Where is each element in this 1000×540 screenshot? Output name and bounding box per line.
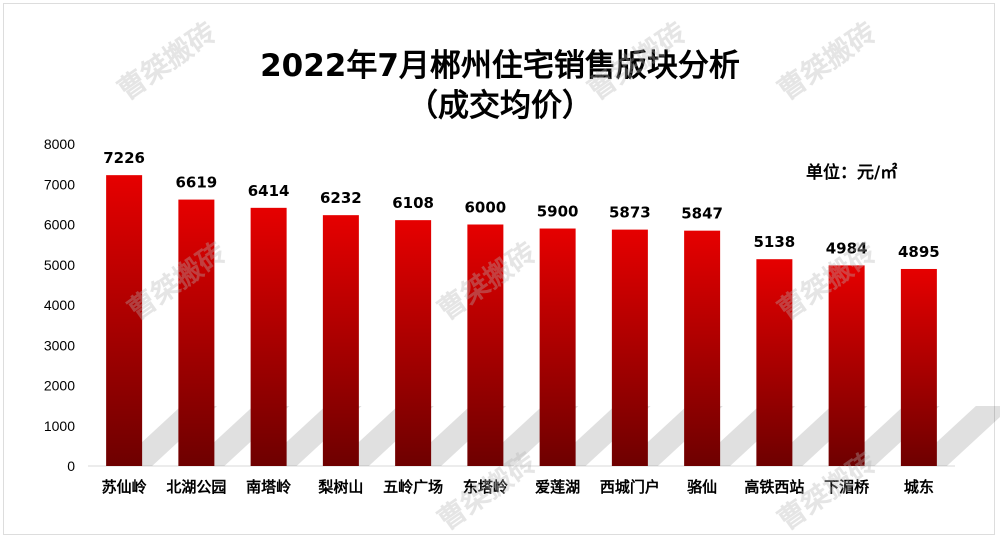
bar xyxy=(178,199,215,466)
data-label: 6232 xyxy=(320,189,362,207)
bar xyxy=(322,215,359,466)
x-tick-label: 北湖公园 xyxy=(166,478,226,496)
chart-subtitle: （成交均价） xyxy=(407,88,593,124)
data-label: 6619 xyxy=(176,174,218,192)
data-label: 7226 xyxy=(103,149,145,167)
bar xyxy=(106,175,143,466)
x-tick-label: 西城门户 xyxy=(600,478,660,496)
unit-label: 单位：元/㎡ xyxy=(806,163,898,183)
chart-frame xyxy=(3,3,995,535)
data-label: 4895 xyxy=(898,243,940,261)
x-tick-label: 五岭广场 xyxy=(383,478,443,496)
x-tick-label: 南塔岭 xyxy=(246,478,291,496)
data-label: 4984 xyxy=(826,239,868,257)
bar xyxy=(828,265,865,466)
chart-title: 2022年7月郴州住宅销售版块分析 xyxy=(260,48,740,84)
y-tick-label: 1000 xyxy=(44,418,75,434)
x-tick-label: 梨树山 xyxy=(317,478,363,496)
data-label: 5847 xyxy=(681,205,723,223)
bar xyxy=(756,259,793,466)
bar xyxy=(250,207,287,467)
x-tick-label: 城东 xyxy=(904,478,934,496)
bar xyxy=(684,230,721,466)
y-tick-label: 8000 xyxy=(44,136,75,152)
y-tick-label: 0 xyxy=(67,458,75,474)
data-label: 5873 xyxy=(609,204,651,222)
x-tick-label: 下湄桥 xyxy=(824,478,870,496)
bar xyxy=(611,229,648,466)
y-tick-label: 2000 xyxy=(44,378,75,394)
data-label: 6000 xyxy=(465,199,507,217)
y-tick-label: 5000 xyxy=(44,257,75,273)
y-tick-label: 3000 xyxy=(44,337,75,353)
data-label: 6414 xyxy=(248,182,290,200)
bar xyxy=(539,228,576,466)
data-label: 5900 xyxy=(537,203,579,221)
bar xyxy=(395,220,432,466)
bar xyxy=(900,268,937,466)
data-label: 5138 xyxy=(754,233,796,251)
y-tick-label: 6000 xyxy=(44,217,75,233)
x-tick-label: 东塔岭 xyxy=(463,478,508,496)
x-tick-label: 苏仙岭 xyxy=(102,478,147,496)
x-tick-label: 爱莲湖 xyxy=(535,478,580,496)
data-label: 6108 xyxy=(392,194,434,212)
bar xyxy=(467,224,504,466)
x-tick-label: 高铁西站 xyxy=(744,478,804,496)
y-tick-label: 4000 xyxy=(44,297,75,313)
x-tick-label: 骆仙 xyxy=(687,478,717,496)
y-tick-label: 7000 xyxy=(44,176,75,192)
